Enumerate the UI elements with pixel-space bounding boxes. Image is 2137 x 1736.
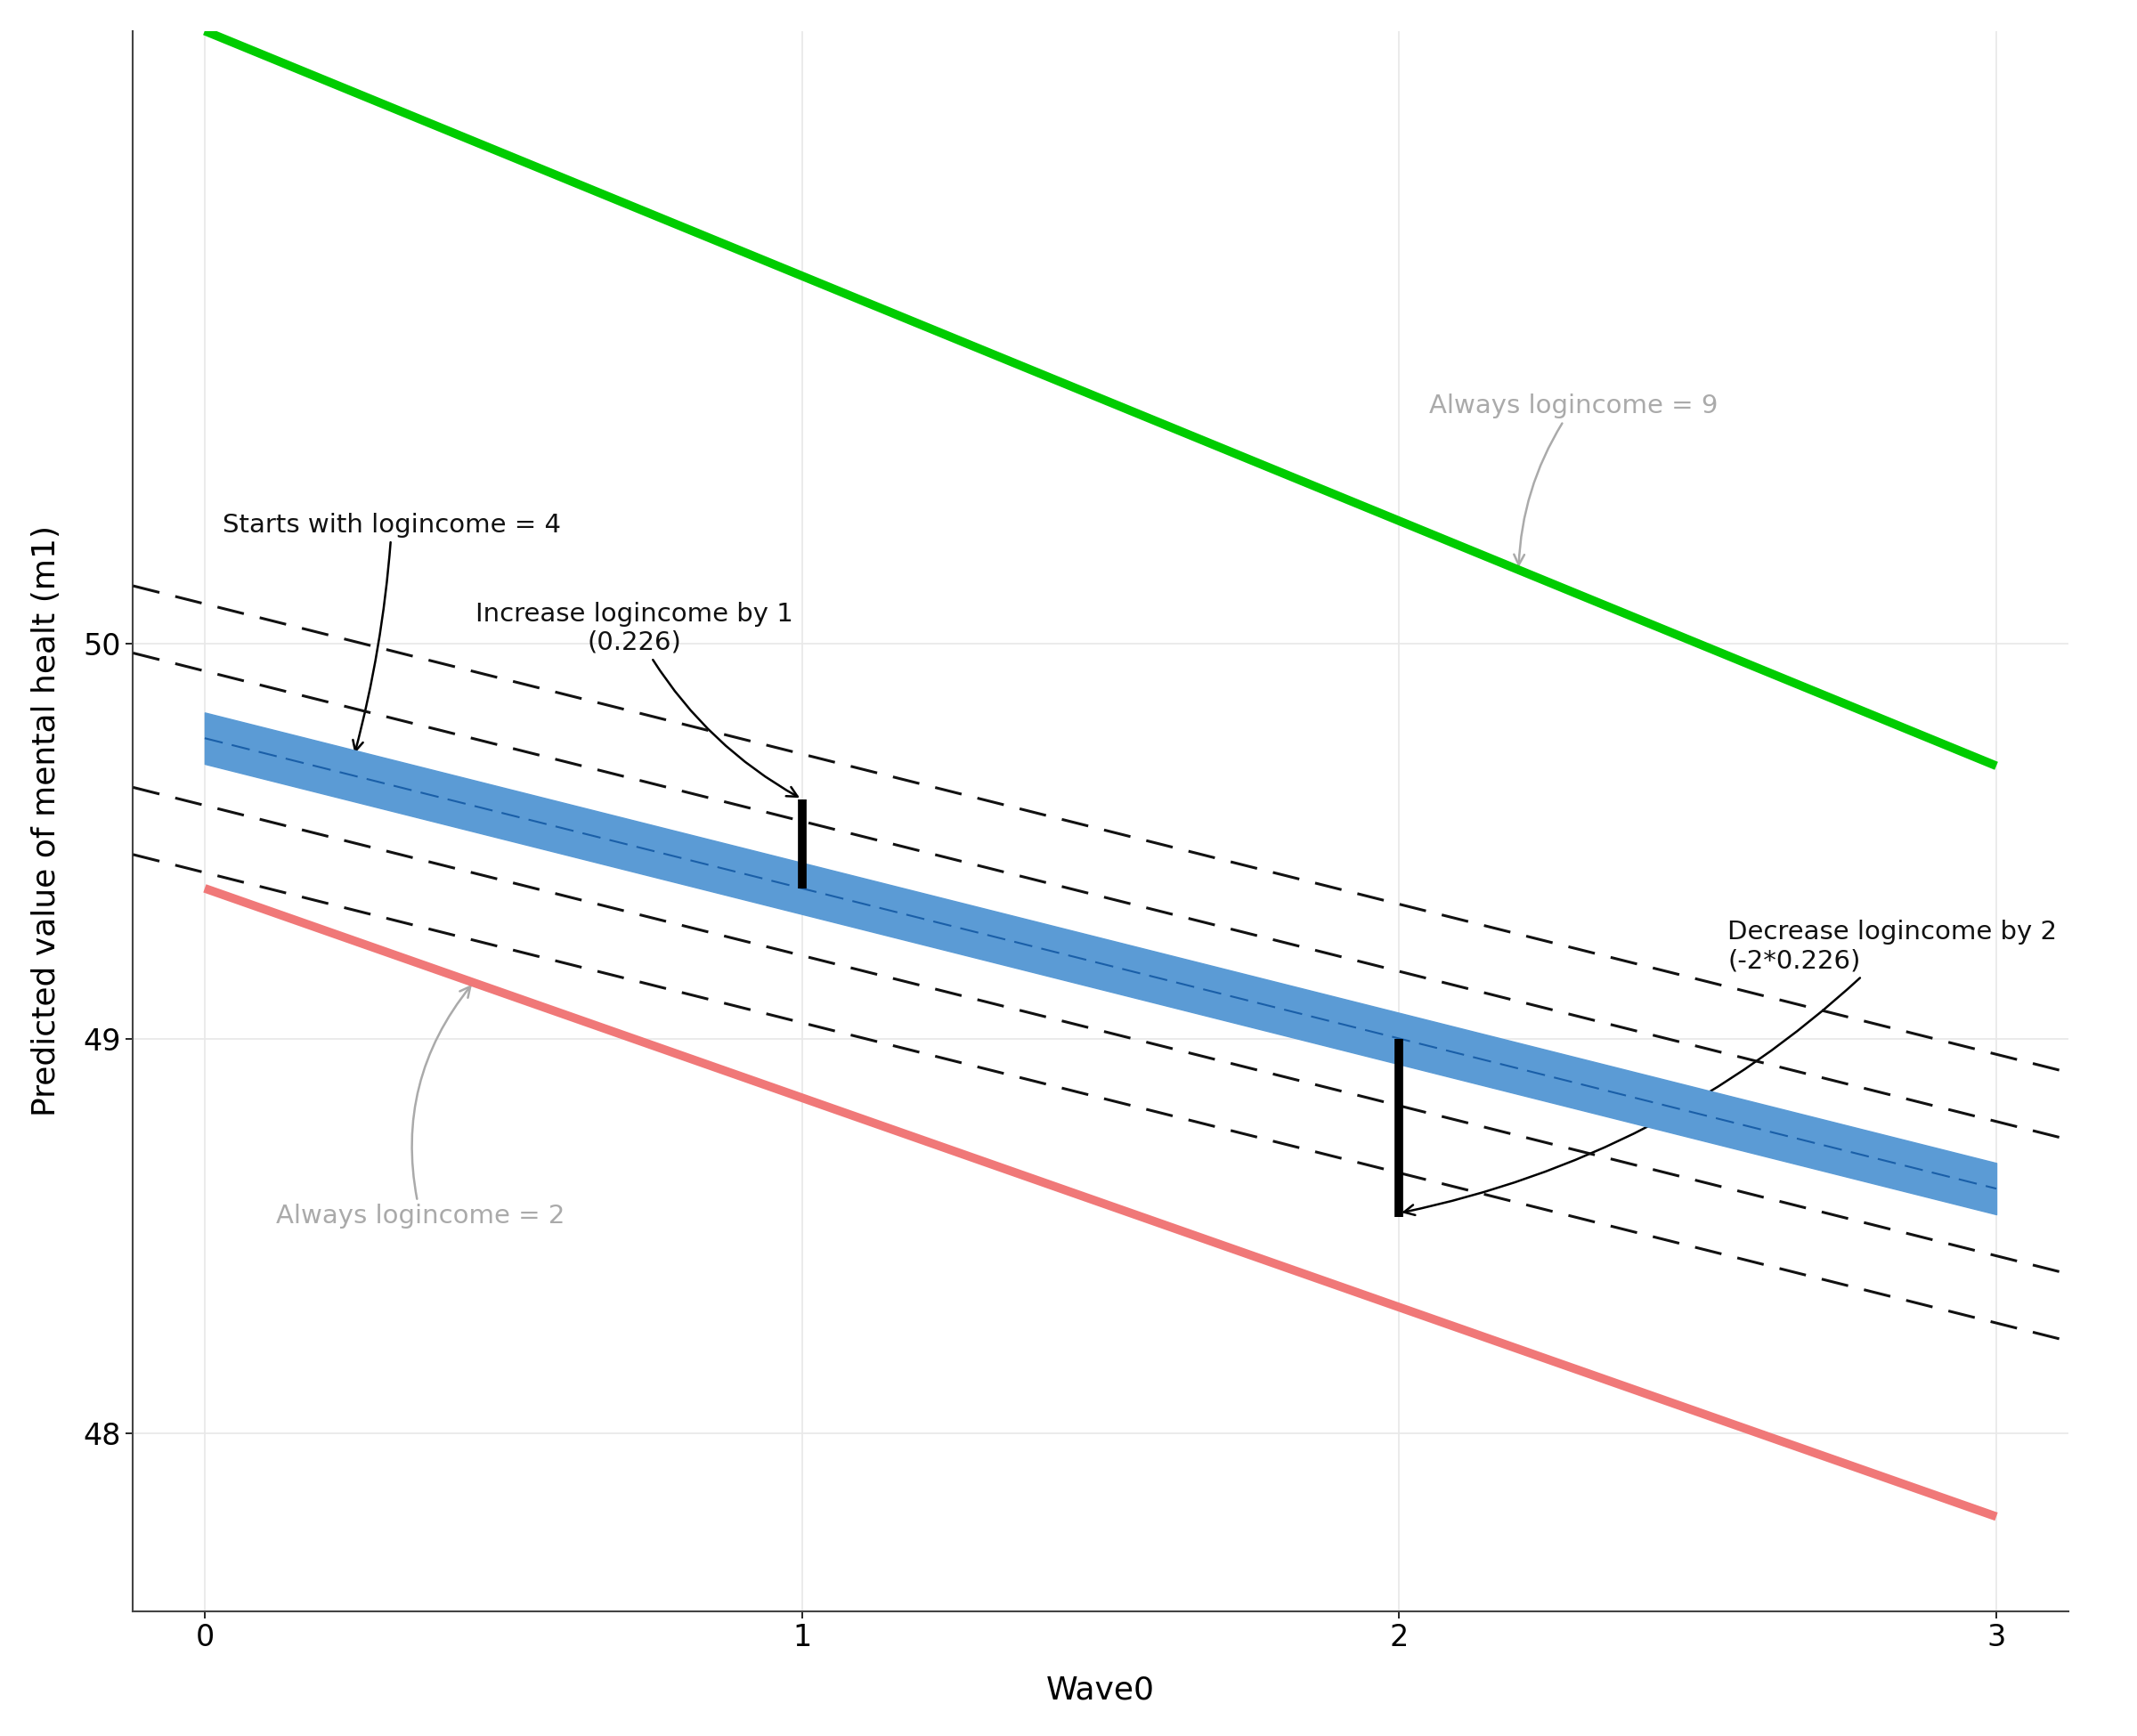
Text: Starts with logincome = 4: Starts with logincome = 4 [222,512,562,752]
Text: Always logincome = 2: Always logincome = 2 [276,986,564,1229]
Text: Increase logincome by 1
(0.226): Increase logincome by 1 (0.226) [477,601,797,797]
X-axis label: Wave0: Wave0 [1047,1675,1154,1705]
Text: Decrease logincome by 2
(-2*0.226): Decrease logincome by 2 (-2*0.226) [1404,920,2058,1215]
Y-axis label: Predicted value of mental healt (m1): Predicted value of mental healt (m1) [30,526,62,1116]
Text: Always logincome = 9: Always logincome = 9 [1430,394,1718,564]
